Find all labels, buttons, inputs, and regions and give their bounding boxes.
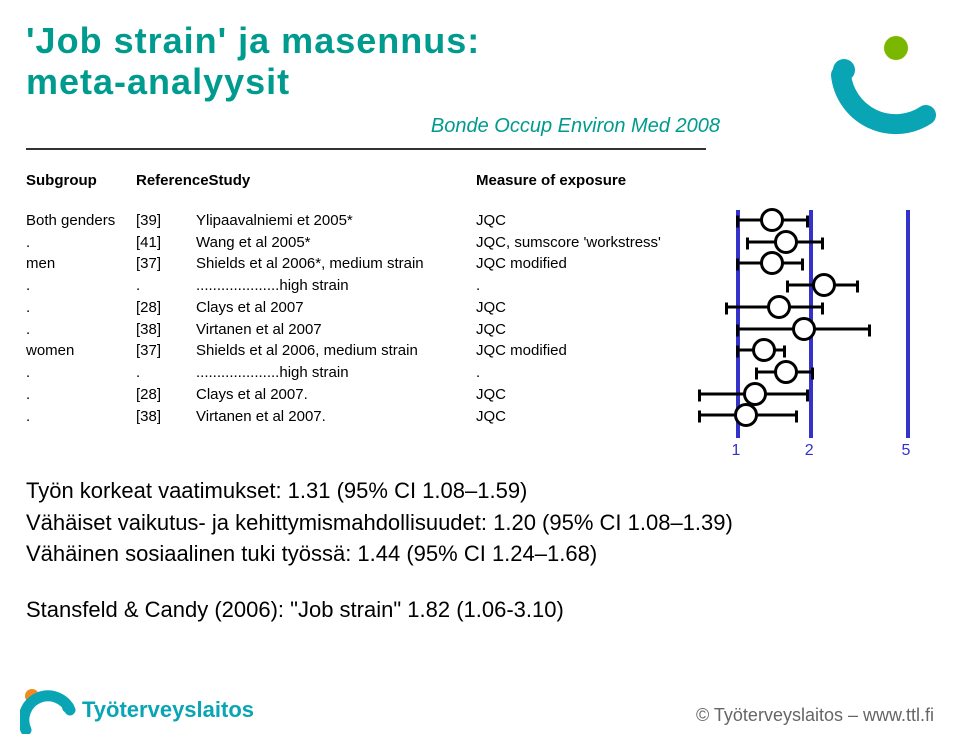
table-cell: . <box>26 297 136 319</box>
forest-reference-line <box>906 210 910 438</box>
decorative-swirl-icon <box>786 20 936 160</box>
table-cell: . <box>476 275 726 297</box>
table-cell: JQC modified <box>476 340 726 362</box>
table-row: .[41]Wang et al 2005*JQC, sumscore 'work… <box>26 232 726 254</box>
table-cell: [38] <box>136 406 196 428</box>
table-cell: JQC <box>476 319 726 341</box>
forest-plot: 125 <box>736 210 916 465</box>
table-row: women[37]Shields et al 2006, medium stra… <box>26 340 726 362</box>
forest-point-marker <box>760 251 784 275</box>
table-cell: [41] <box>136 232 196 254</box>
table-cell: JQC modified <box>476 253 726 275</box>
table-cell: [37] <box>136 253 196 275</box>
forest-point-marker <box>792 317 816 341</box>
table-cell: . <box>26 232 136 254</box>
result-line-4: Stansfeld & Candy (2006): "Job strain" 1… <box>26 595 906 625</box>
result-line-2: Vähäiset vaikutus- ja kehittymismahdolli… <box>26 508 906 538</box>
table-cell: Shields et al 2006*, medium strain <box>196 253 476 275</box>
table-cell: . <box>26 384 136 406</box>
table-cell: [38] <box>136 319 196 341</box>
table-cell: men <box>26 253 136 275</box>
slide-title: 'Job strain' ja masennus: meta-analyysit <box>26 20 480 103</box>
table-row: .[38]Virtanen et al 2007JQC <box>26 319 726 341</box>
table-cell: [37] <box>136 340 196 362</box>
header-subgroup: Subgroup <box>26 170 136 192</box>
table-cell: JQC <box>476 210 726 232</box>
footer-copyright: © Työterveyslaitos – www.ttl.fi <box>696 705 934 726</box>
table-row: .[28]Clays et al 2007JQC <box>26 297 726 319</box>
table-cell: [28] <box>136 297 196 319</box>
table-cell: . <box>26 319 136 341</box>
table-cell: . <box>136 275 196 297</box>
footer-logo: Työterveyslaitos <box>20 686 254 734</box>
table-row: .[38]Virtanen et al 2007.JQC <box>26 406 726 428</box>
table-cell: [28] <box>136 384 196 406</box>
table-cell: ....................high strain <box>196 362 476 384</box>
result-line-3: Vähäinen sosiaalinen tuki työssä: 1.44 (… <box>26 539 906 569</box>
citation-text: Bonde Occup Environ Med 2008 <box>431 115 720 138</box>
table-cell: Virtanen et al 2007. <box>196 406 476 428</box>
table-cell: women <box>26 340 136 362</box>
table-cell: . <box>476 362 726 384</box>
table-cell: Ylipaavalniemi et 2005* <box>196 210 476 232</box>
header-refstudy: ReferenceStudy <box>136 170 196 192</box>
logo-text: Työterveyslaitos <box>82 697 254 723</box>
title-line-2: meta-analyysit <box>26 61 480 102</box>
forest-tick-label: 1 <box>732 442 741 460</box>
forest-point-marker <box>734 403 758 427</box>
forest-point-marker <box>743 382 767 406</box>
table-row: ......................high strain. <box>26 362 726 384</box>
table-cell: Wang et al 2005* <box>196 232 476 254</box>
results-text: Työn korkeat vaatimukset: 1.31 (95% CI 1… <box>26 476 906 627</box>
header-blank <box>196 170 476 192</box>
table-cell: Clays et al 2007 <box>196 297 476 319</box>
table-cell: [39] <box>136 210 196 232</box>
table-cell: . <box>26 275 136 297</box>
table-row: Both genders[39]Ylipaavalniemi et 2005*J… <box>26 210 726 232</box>
table-row: men[37]Shields et al 2006*, medium strai… <box>26 253 726 275</box>
table-cell: . <box>26 406 136 428</box>
table-cell: Both genders <box>26 210 136 232</box>
table-row: ......................high strain. <box>26 275 726 297</box>
table-header: Subgroup ReferenceStudy Measure of expos… <box>26 170 726 192</box>
table-cell: JQC <box>476 384 726 406</box>
forest-point-marker <box>774 230 798 254</box>
logo-icon <box>20 686 76 734</box>
table-cell: . <box>136 362 196 384</box>
forest-point-marker <box>774 360 798 384</box>
forest-point-marker <box>767 295 791 319</box>
table-cell: JQC <box>476 406 726 428</box>
forest-tick-label: 5 <box>902 442 911 460</box>
table-cell: JQC <box>476 297 726 319</box>
table-cell: ....................high strain <box>196 275 476 297</box>
forest-point-marker <box>760 208 784 232</box>
forest-point-marker <box>812 273 836 297</box>
table-cell: . <box>26 362 136 384</box>
table-cell: Clays et al 2007. <box>196 384 476 406</box>
table-cell: Virtanen et al 2007 <box>196 319 476 341</box>
table-cell: JQC, sumscore 'workstress' <box>476 232 726 254</box>
result-line-1: Työn korkeat vaatimukset: 1.31 (95% CI 1… <box>26 476 906 506</box>
title-divider <box>26 148 706 150</box>
header-measure: Measure of exposure <box>476 170 726 192</box>
forest-tick-label: 2 <box>805 442 814 460</box>
table-cell: Shields et al 2006, medium strain <box>196 340 476 362</box>
studies-table: Subgroup ReferenceStudy Measure of expos… <box>26 170 726 427</box>
table-row: .[28]Clays et al 2007.JQC <box>26 384 726 406</box>
forest-point-marker <box>752 338 776 362</box>
title-line-1: 'Job strain' ja masennus: <box>26 20 480 61</box>
